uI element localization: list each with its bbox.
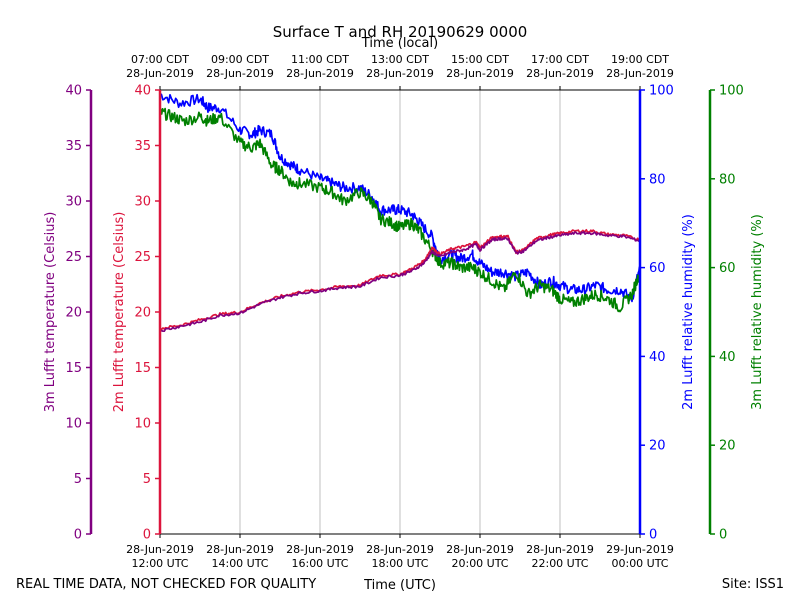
- rh3m-tick-label: 20: [719, 439, 736, 454]
- t3m-tick-label: 30: [65, 195, 82, 210]
- t2m-tick-label: 20: [134, 306, 151, 321]
- rh2m-tick-label: 100: [649, 84, 674, 99]
- x-tick-label-time: 12:00 UTC: [131, 557, 188, 570]
- grid-lines: [239, 90, 561, 534]
- top-tick-label-date: 28-Jun-2019: [446, 67, 514, 80]
- t3m-tick-label: 35: [65, 139, 82, 154]
- t3m-tick-label: 0: [74, 528, 82, 543]
- rh2m-tick-label: 80: [649, 172, 666, 187]
- x-tick-label-date: 28-Jun-2019: [366, 543, 434, 556]
- data-series: [159, 93, 641, 333]
- rh2m-tick-label: 40: [649, 350, 666, 365]
- rh3m-tick-label: 80: [719, 172, 736, 187]
- t2m-tick-label: 25: [134, 250, 151, 265]
- x-tick-label-date: 28-Jun-2019: [126, 543, 194, 556]
- quality-warning: REAL TIME DATA, NOT CHECKED FOR QUALITY: [16, 577, 316, 592]
- t3m-axis-label: 3m Lufft temperature (Celsius): [43, 212, 58, 413]
- top-tick-label-date: 28-Jun-2019: [606, 67, 674, 80]
- t3m-tick-label: 10: [65, 417, 82, 432]
- t2m-axis-label: 2m Lufft temperature (Celsius): [112, 212, 127, 413]
- x-tick-label-date: 28-Jun-2019: [286, 543, 354, 556]
- x-axis-label: Time (UTC): [363, 578, 436, 593]
- t2m-tick-label: 30: [134, 195, 151, 210]
- t3m-tick-label: 25: [65, 250, 82, 265]
- x-tick-label-time: 22:00 UTC: [531, 557, 588, 570]
- rh3m-tick-label: 60: [719, 261, 736, 276]
- top-tick-label-date: 28-Jun-2019: [366, 67, 434, 80]
- top-tick-label-time: 19:00 CDT: [611, 53, 669, 66]
- top-tick-label-date: 28-Jun-2019: [286, 67, 354, 80]
- x-tick-label-date: 29-Jun-2019: [606, 543, 674, 556]
- top-tick-label-time: 17:00 CDT: [531, 53, 589, 66]
- top-tick-label-date: 28-Jun-2019: [126, 67, 194, 80]
- x-tick-label-time: 20:00 UTC: [451, 557, 508, 570]
- top-tick-label-time: 09:00 CDT: [211, 53, 269, 66]
- rh2m-tick-label: 0: [649, 528, 657, 543]
- top-tick-label-time: 11:00 CDT: [291, 53, 349, 66]
- top-tick-label-time: 13:00 CDT: [371, 53, 429, 66]
- series-line: [159, 228, 641, 331]
- rh3m-tick-label: 0: [719, 528, 727, 543]
- x-tick-label-time: 14:00 UTC: [211, 557, 268, 570]
- x-tick-label-date: 28-Jun-2019: [206, 543, 274, 556]
- top-tick-label-date: 28-Jun-2019: [206, 67, 274, 80]
- rh3m-tick-label: 40: [719, 350, 736, 365]
- t2m-tick-label: 5: [143, 472, 151, 487]
- top-tick-label-time: 07:00 CDT: [131, 53, 189, 66]
- series-line: [159, 107, 641, 313]
- t2m-tick-label: 0: [143, 528, 151, 543]
- t2m-tick-label: 10: [134, 417, 151, 432]
- rh2m-tick-label: 20: [649, 439, 666, 454]
- t3m-tick-label: 15: [65, 361, 82, 376]
- top-tick-label-time: 15:00 CDT: [451, 53, 509, 66]
- x-tick-label-date: 28-Jun-2019: [526, 543, 594, 556]
- t2m-tick-label: 35: [134, 139, 151, 154]
- top-axis-label: Time (local): [361, 36, 438, 51]
- x-tick-label-time: 18:00 UTC: [371, 557, 428, 570]
- t2m-tick-label: 40: [134, 84, 151, 99]
- t3m-tick-label: 5: [74, 472, 82, 487]
- t3m-tick-label: 20: [65, 306, 82, 321]
- x-tick-label-time: 00:00 UTC: [611, 557, 668, 570]
- x-tick-label-time: 16:00 UTC: [291, 557, 348, 570]
- t2m-tick-label: 15: [134, 361, 151, 376]
- site-label: Site: ISS1: [722, 577, 784, 592]
- rh2m-tick-label: 60: [649, 261, 666, 276]
- top-tick-label-date: 28-Jun-2019: [526, 67, 594, 80]
- chart-title: Surface T and RH 20190629 0000: [273, 23, 528, 41]
- rh2m-axis-label: 2m Lufft relative humidity (%): [681, 214, 696, 410]
- rh3m-axis-label: 3m Lufft relative humidity (%): [750, 214, 765, 410]
- t3m-tick-label: 40: [65, 84, 82, 99]
- series-line: [159, 231, 641, 333]
- series-line: [159, 93, 641, 303]
- x-tick-label-date: 28-Jun-2019: [446, 543, 514, 556]
- rh3m-tick-label: 100: [719, 84, 744, 99]
